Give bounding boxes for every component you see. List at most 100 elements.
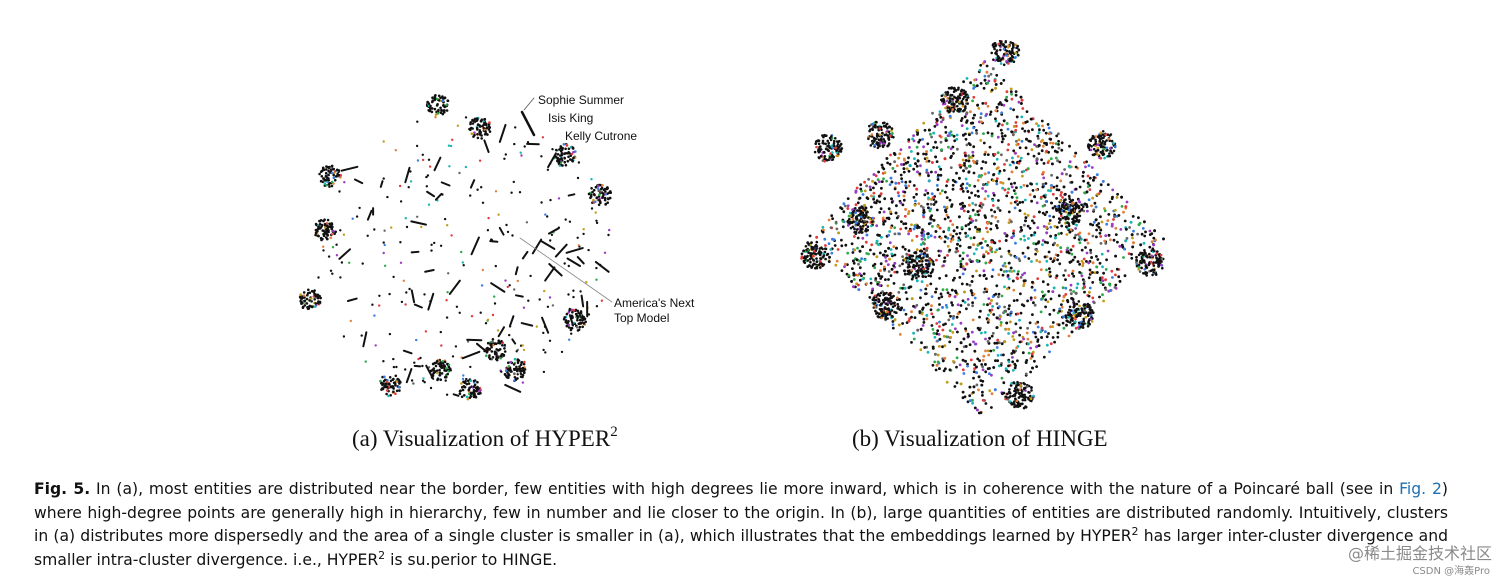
- embedding-point: [854, 230, 858, 234]
- embedding-point: [941, 328, 945, 332]
- embedding-point: [398, 389, 401, 392]
- embedding-point: [990, 250, 994, 254]
- embedding-point: [857, 222, 860, 226]
- embedding-point: [567, 264, 570, 268]
- embedding-point: [572, 156, 575, 160]
- embedding-point: [469, 379, 473, 383]
- embedding-point: [1017, 48, 1021, 52]
- embedding-point: [915, 128, 919, 132]
- embedding-point: [584, 320, 587, 324]
- embedding-point: [934, 230, 938, 233]
- embedding-point: [562, 317, 566, 321]
- embedding-point: [523, 371, 526, 375]
- embedding-point: [942, 230, 946, 234]
- embedding-point: [1086, 302, 1090, 306]
- embedding-point: [1092, 176, 1096, 179]
- embedding-point: [472, 395, 476, 399]
- embedding-point: [493, 302, 497, 305]
- embedding-point: [936, 339, 939, 343]
- embedding-point: [440, 344, 443, 347]
- embedding-point: [335, 254, 339, 257]
- embedding-point: [924, 292, 928, 295]
- embedding-point: [812, 251, 816, 255]
- embedding-point: [826, 252, 830, 256]
- embedding-point: [815, 257, 818, 260]
- embedding-point: [976, 259, 979, 263]
- embedding-point: [956, 97, 959, 101]
- embedding-point: [469, 395, 473, 398]
- embedding-point: [1029, 357, 1033, 360]
- embedding-point: [1064, 314, 1068, 317]
- embedding-point: [1060, 191, 1063, 194]
- embedding-streak: [515, 294, 524, 298]
- embedding-point: [834, 220, 838, 224]
- embedding-point: [995, 73, 999, 77]
- embedding-point: [402, 279, 405, 282]
- embedding-point: [807, 243, 810, 246]
- embedding-point: [331, 272, 334, 275]
- embedding-point: [1124, 239, 1128, 243]
- embedding-point: [604, 203, 607, 206]
- embedding-point: [342, 233, 346, 236]
- embedding-point: [1038, 210, 1041, 214]
- embedding-point: [435, 369, 439, 373]
- embedding-point: [1101, 151, 1104, 155]
- embedding-point: [1137, 265, 1141, 269]
- embedding-point: [965, 143, 969, 147]
- embedding-point: [963, 164, 966, 167]
- embedding-point: [1040, 119, 1044, 123]
- embedding-point: [847, 224, 850, 227]
- embedding-point: [488, 121, 491, 124]
- embedding-point: [471, 118, 474, 122]
- embedding-point: [991, 268, 995, 272]
- embedding-point: [975, 269, 978, 273]
- embedding-point: [875, 239, 879, 243]
- embedding-point: [903, 247, 907, 251]
- embedding-point: [503, 343, 506, 347]
- embedding-point: [912, 184, 916, 187]
- embedding-point: [327, 166, 331, 170]
- embedding-point: [921, 137, 924, 141]
- embedding-point: [883, 197, 887, 201]
- embedding-point: [1026, 326, 1029, 330]
- embedding-point: [1096, 258, 1100, 261]
- embedding-point: [821, 225, 825, 229]
- embedding-point: [978, 315, 981, 319]
- embedding-point: [466, 340, 470, 343]
- embedding-point: [504, 279, 507, 282]
- embedding-point: [1048, 214, 1052, 218]
- embedding-point: [322, 168, 326, 172]
- embedding-point: [1059, 250, 1063, 254]
- embedding-point: [990, 134, 994, 138]
- embedding-point: [1095, 255, 1098, 258]
- embedding-point: [446, 224, 449, 227]
- embedding-point: [966, 210, 970, 214]
- embedding-streak: [379, 180, 384, 188]
- embedding-point: [1102, 136, 1105, 140]
- embedding-point: [307, 288, 310, 292]
- embedding-point: [324, 226, 327, 229]
- embedding-point: [1004, 239, 1008, 242]
- embedding-point: [824, 147, 828, 151]
- embedding-point: [1012, 229, 1016, 233]
- embedding-point: [839, 148, 843, 151]
- embedding-point: [981, 368, 985, 372]
- embedding-point: [385, 385, 389, 389]
- embedding-point: [567, 323, 570, 327]
- embedding-point: [972, 252, 976, 256]
- embedding-point: [1052, 185, 1056, 189]
- embedding-point: [820, 262, 824, 266]
- embedding-point: [997, 199, 1000, 202]
- embedding-point: [993, 162, 996, 166]
- embedding-point: [1069, 309, 1073, 312]
- embedding-point: [952, 87, 956, 90]
- embedding-point: [829, 248, 833, 251]
- embedding-point: [469, 128, 472, 132]
- embedding-point: [1148, 245, 1152, 249]
- embedding-point: [924, 189, 928, 192]
- embedding-point: [1072, 290, 1075, 293]
- embedding-point: [982, 354, 986, 358]
- embedding-point: [1102, 147, 1105, 151]
- embedding-point: [1087, 232, 1091, 236]
- embedding-point: [915, 279, 919, 283]
